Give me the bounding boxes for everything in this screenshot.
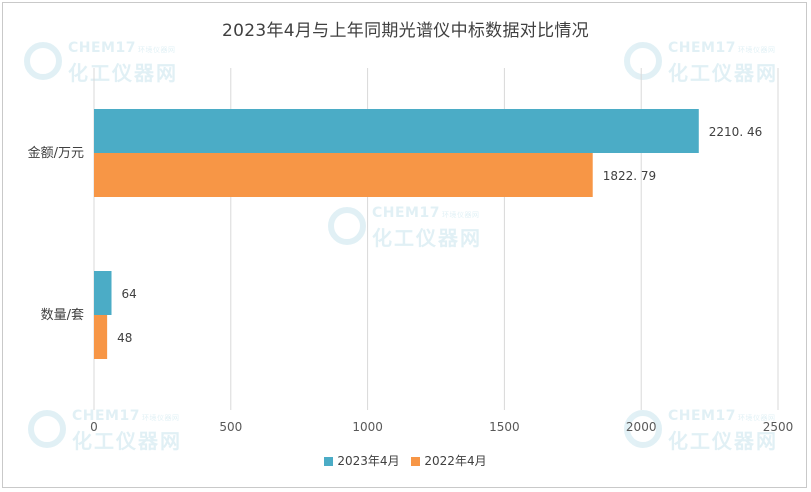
legend-item-series-1: 2023年4月 xyxy=(324,452,400,469)
x-tick-label-1000: 1000 xyxy=(352,420,383,434)
data-label-0-series-2: 1822. 79 xyxy=(603,169,656,183)
x-tick-label-2000: 2000 xyxy=(626,420,657,434)
data-label-1-series-2: 48 xyxy=(117,331,132,345)
legend: 2023年4月 2022年4月 xyxy=(0,452,811,469)
category-label-0: 金额/万元 xyxy=(28,145,84,161)
x-tick-label-500: 500 xyxy=(219,420,242,434)
category-label-1: 数量/套 xyxy=(41,307,84,323)
x-tick-label-0: 0 xyxy=(90,420,98,434)
x-tick-label-1500: 1500 xyxy=(489,420,520,434)
legend-swatch-series-1 xyxy=(324,457,334,466)
bar-0-series-2 xyxy=(94,153,593,197)
legend-swatch-series-2 xyxy=(411,457,421,466)
bar-1-series-2 xyxy=(94,315,108,359)
bar-0-series-1 xyxy=(94,109,699,153)
x-tick-label-2500: 2500 xyxy=(763,420,794,434)
legend-item-series-2: 2022年4月 xyxy=(411,452,487,469)
legend-label-series-1: 2023年4月 xyxy=(337,454,400,468)
data-label-1-series-1: 64 xyxy=(122,287,137,301)
data-label-0-series-1: 2210. 46 xyxy=(709,125,762,139)
bar-1-series-1 xyxy=(94,271,112,315)
legend-label-series-2: 2022年4月 xyxy=(424,454,487,468)
chart-title: 2023年4月与上年同期光谱仪中标数据对比情况 xyxy=(222,21,589,41)
